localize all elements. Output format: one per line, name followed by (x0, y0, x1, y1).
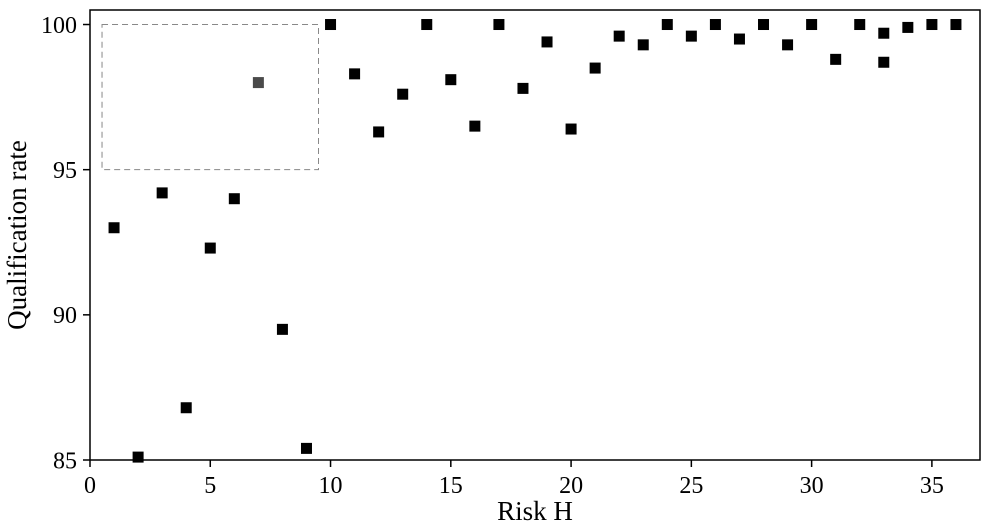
data-point (614, 31, 625, 42)
data-point (566, 124, 577, 135)
data-point (686, 31, 697, 42)
data-point (325, 19, 336, 30)
data-point (133, 452, 144, 463)
data-point (638, 39, 649, 50)
x-tick-label: 0 (84, 473, 96, 499)
y-tick-label: 85 (53, 448, 77, 474)
data-point (277, 324, 288, 335)
data-point (926, 19, 937, 30)
data-point (782, 39, 793, 50)
data-point (950, 19, 961, 30)
x-axis-label: Risk H (497, 496, 573, 526)
data-point (878, 28, 889, 39)
data-point (301, 443, 312, 454)
x-tick-label: 35 (920, 473, 944, 499)
y-tick-label: 100 (41, 13, 77, 39)
data-point (205, 243, 216, 254)
data-point (421, 19, 432, 30)
plot-border (90, 10, 980, 460)
y-axis-label: Qualification rate (2, 140, 32, 330)
x-tick-label: 5 (204, 473, 216, 499)
x-tick-label: 25 (679, 473, 703, 499)
data-point (878, 57, 889, 68)
data-point (830, 54, 841, 65)
data-point (181, 402, 192, 413)
data-point (806, 19, 817, 30)
data-point (349, 68, 360, 79)
data-point (397, 89, 408, 100)
scatter-chart: 05101520253035859095100Risk HQualificati… (0, 0, 1000, 526)
data-point (758, 19, 769, 30)
data-point (734, 34, 745, 45)
x-tick-label: 15 (439, 473, 463, 499)
data-point (469, 121, 480, 132)
data-point (445, 74, 456, 85)
data-point (590, 63, 601, 74)
data-point (229, 193, 240, 204)
data-point (710, 19, 721, 30)
data-point (902, 22, 913, 33)
data-point (542, 36, 553, 47)
y-tick-label: 90 (53, 303, 77, 329)
data-point (157, 187, 168, 198)
data-point (854, 19, 865, 30)
data-point (493, 19, 504, 30)
y-tick-label: 95 (53, 158, 77, 184)
x-tick-label: 10 (319, 473, 343, 499)
x-tick-label: 30 (800, 473, 824, 499)
selection-box (102, 25, 318, 170)
data-point (373, 126, 384, 137)
data-point (517, 83, 528, 94)
data-point (253, 77, 264, 88)
data-point (109, 222, 120, 233)
data-point (662, 19, 673, 30)
